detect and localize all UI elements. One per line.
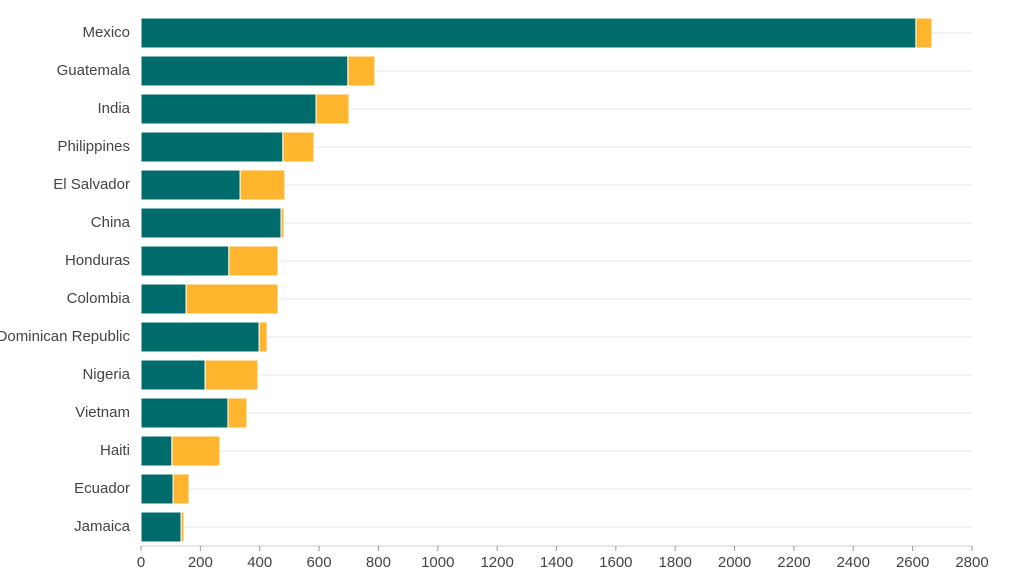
bar-segment xyxy=(140,17,917,49)
y-tick-label: Vietnam xyxy=(75,404,130,421)
x-tick-label: 1000 xyxy=(421,554,454,571)
x-tick-label: 800 xyxy=(366,554,391,571)
x-tick-label: 2800 xyxy=(955,554,988,571)
bar-segment xyxy=(172,473,190,505)
bar-segment xyxy=(204,359,259,391)
bar-segment xyxy=(140,435,173,467)
x-tick-label: 1400 xyxy=(540,554,573,571)
bar-segment xyxy=(180,511,185,543)
x-tick-label: 400 xyxy=(247,554,272,571)
y-tick-label: Haiti xyxy=(100,442,130,459)
y-tick-label: Dominican Republic xyxy=(0,328,130,345)
y-tick-label: China xyxy=(91,214,131,231)
bar-segment xyxy=(140,359,206,391)
x-tick-label: 1800 xyxy=(659,554,692,571)
y-tick-label: Nigeria xyxy=(82,366,130,383)
bar-segment xyxy=(140,511,182,543)
bar-segment xyxy=(347,55,376,87)
x-tick-label: 1200 xyxy=(480,554,513,571)
x-tick-label: 200 xyxy=(188,554,213,571)
bar-segment xyxy=(140,283,187,315)
bar-segment xyxy=(171,435,221,467)
bar-segment xyxy=(227,397,248,429)
bar-segment xyxy=(140,207,282,239)
bar-segment xyxy=(185,283,279,315)
bar-segment xyxy=(282,131,315,163)
bar-segment xyxy=(140,321,260,353)
bar-segment xyxy=(140,245,230,277)
bar-segment xyxy=(140,169,241,201)
bar-segment xyxy=(280,207,285,239)
bar-segment xyxy=(228,245,279,277)
y-tick-label: Ecuador xyxy=(74,480,130,497)
bar-segment xyxy=(140,55,349,87)
x-tick-label: 2000 xyxy=(718,554,751,571)
y-tick-label: Mexico xyxy=(82,24,130,41)
y-tick-label: Philippines xyxy=(57,138,130,155)
bar-segment xyxy=(140,397,229,429)
bar-segment xyxy=(258,321,268,353)
y-tick-label: Colombia xyxy=(67,290,131,307)
y-tick-label: El Salvador xyxy=(53,176,130,193)
x-tick-label: 2600 xyxy=(896,554,929,571)
y-tick-label: Honduras xyxy=(65,252,130,269)
bar-segment xyxy=(239,169,286,201)
bar-segment xyxy=(140,131,284,163)
bar-segment xyxy=(915,17,933,49)
x-tick-label: 0 xyxy=(137,554,145,571)
y-tick-label: India xyxy=(97,100,130,117)
x-tick-label: 600 xyxy=(307,554,332,571)
x-tick-label: 1600 xyxy=(599,554,632,571)
y-tick-label: Guatemala xyxy=(57,62,131,79)
x-tick-label: 2400 xyxy=(837,554,870,571)
bar-segment xyxy=(315,93,350,125)
x-tick-label: 2200 xyxy=(777,554,810,571)
y-tick-label: Jamaica xyxy=(74,518,131,535)
bar-segment xyxy=(140,473,174,505)
bar-segment xyxy=(140,93,317,125)
